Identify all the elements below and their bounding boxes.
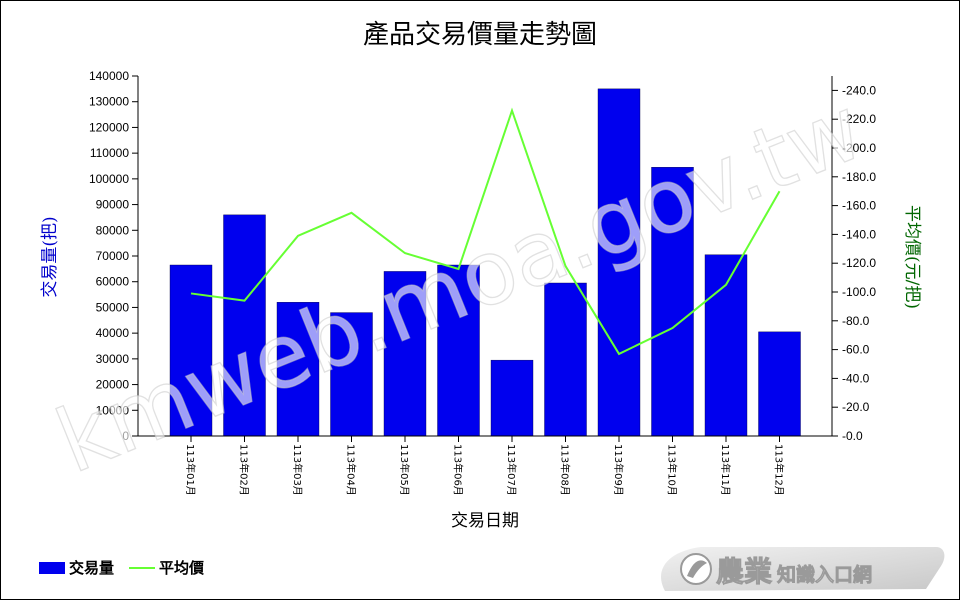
bar-2 [223,214,266,437]
x-tick-label: 113年10月 [666,444,679,496]
y-left-tick-label: 40000 [96,326,130,340]
x-tick-label: 113年07月 [505,444,518,496]
x-tick-label: 113年01月 [184,444,197,496]
y-left-tick-label: 130000 [89,95,129,109]
y-right-tick-label: -180.0 [842,170,876,184]
y-right-tick-label: -80.0 [842,314,870,328]
legend-label-line: 平均價 [159,559,205,577]
avg-price-line [190,107,781,356]
y-left-tick-label: 140000 [89,69,129,83]
bar-7 [490,359,534,437]
x-tick-label: 113年02月 [238,444,251,496]
chart-title: 產品交易價量走勢圖 [363,20,597,50]
legend: 交易量 平均價 [39,559,205,577]
plot-area: 0 10000 20000 30000 40000 50000 60000 70000 8000… [89,69,876,496]
x-tick-label: 113年09月 [612,444,625,496]
y-right-tick-label: -220.0 [842,112,876,126]
y-left-tick-label: 110000 [90,146,129,160]
y-right-tick-label: -40.0 [842,371,870,385]
y-right-tick-label: -200.0 [842,141,876,155]
x-tick-label: 113年04月 [345,444,358,496]
y-left-tick-label: 100000 [89,172,129,186]
y-left-tick-label: 10000 [96,403,130,417]
logo-backdrop [661,547,945,591]
x-tick-label: 113年12月 [773,444,786,496]
legend-label-bar: 交易量 [69,559,114,577]
y-right-tick-label: -0.0 [842,429,863,443]
bar-3 [276,302,320,437]
y-axis-right-label: 平均價(元/把) [902,205,922,309]
bar-8 [544,282,587,437]
x-axis-label: 交易日期 [451,511,519,531]
y-right-tick-label: -100.0 [842,285,876,299]
y-left-tick-label: 70000 [96,249,130,263]
x-tick-label: 113年08月 [559,444,572,496]
y-right-tick-label: -160.0 [842,199,876,213]
bar-11 [704,254,748,437]
bar-5 [383,271,427,437]
site-logo: 農業 知識入口網 [661,547,945,591]
y-left-tick-label: 30000 [96,352,130,366]
logo-leaf-icon [687,560,707,578]
y-left-tick-label: 50000 [96,300,130,314]
y-axis-left-label: 交易量(把) [40,216,60,297]
x-tick-label: 113年06月 [452,444,465,496]
legend-swatch-bar [39,562,65,574]
bar-10 [651,167,694,437]
y-left-tick-label: 0 [122,429,129,443]
x-tick-label: 113年11月 [719,444,732,496]
y-left-tick-label: 20000 [96,378,130,392]
y-left-tick-label: 80000 [96,223,130,237]
x-tick-label: 113年03月 [291,444,304,496]
y-right-tick-label: -20.0 [842,400,870,414]
y-right-tick-label: -140.0 [842,227,876,241]
bar-12 [758,331,801,437]
bar-4 [330,312,373,437]
y-left-tick-label: 90000 [96,198,130,212]
y-right-tick-label: -240.0 [842,83,876,97]
logo-text-sub: 知識入口網 [777,563,872,586]
y-left-tick-label: 120000 [89,120,129,134]
bar-6 [437,264,480,437]
y-left-tick-label: 60000 [96,275,130,289]
y-right-tick-label: -120.0 [842,256,876,270]
x-tick-label: 113年05月 [398,444,411,496]
logo-text-main: 農業 [716,555,772,588]
y-right-tick-label: -60.0 [842,343,870,357]
